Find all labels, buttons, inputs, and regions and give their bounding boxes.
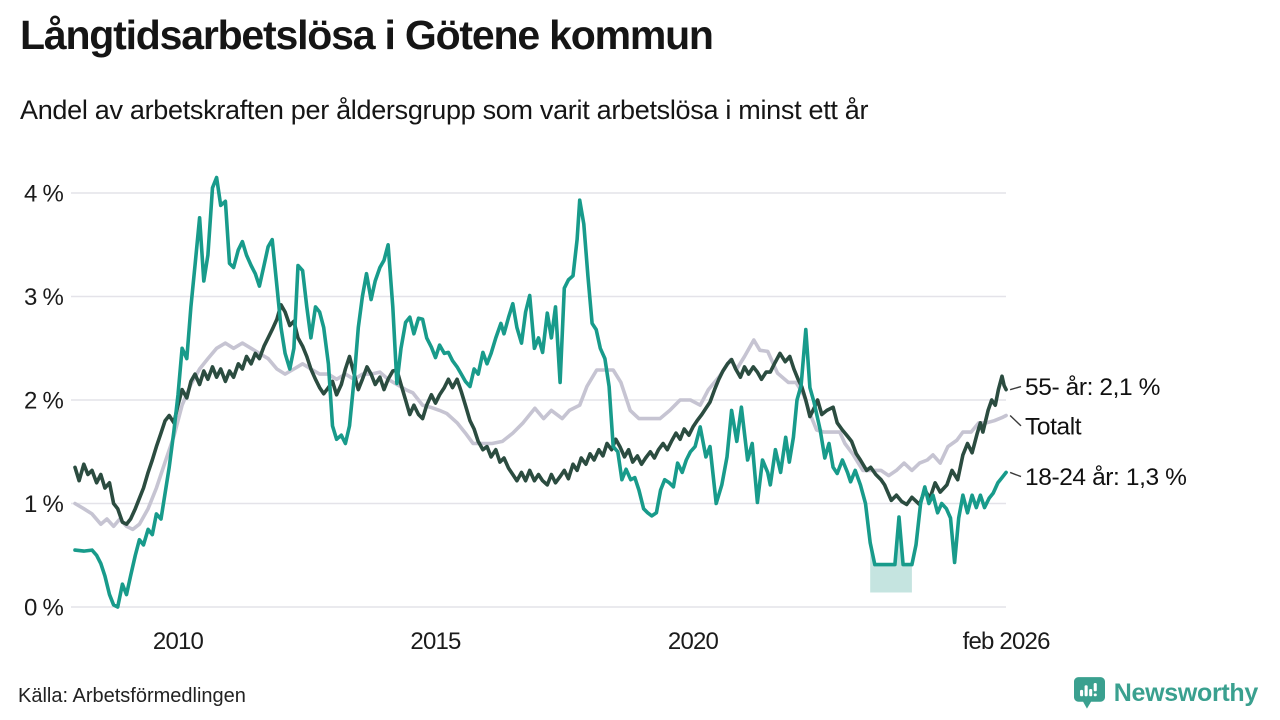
x-tick-label: 2015	[410, 628, 461, 655]
y-tick-label: 3 %	[24, 284, 63, 311]
series-line-55-ar	[73, 303, 1008, 527]
label-leader-totalt	[1009, 415, 1022, 427]
y-tick-label: 0 %	[24, 595, 63, 622]
series-end-label-55-ar: 55- år: 2,1 %	[1025, 374, 1160, 401]
x-tick-label: 2020	[668, 628, 719, 655]
y-tick-label: 4 %	[24, 181, 63, 208]
uncertainty-band	[870, 517, 912, 593]
chart-area: 0 % 1 % 2 % 3 % 4 % 2010 2015 2020 feb 2026 55- å…	[0, 150, 1280, 670]
page-subtitle: Andel av arbetskraften per åldersgrupp s…	[20, 95, 869, 125]
label-leader-55-ar	[1009, 385, 1022, 391]
page-title: Långtidsarbetslösa i Götene kommun	[20, 12, 714, 58]
y-tick-label: 2 %	[24, 388, 63, 415]
y-tick-label: 1 %	[24, 491, 63, 518]
line-chart-svg: 0 % 1 % 2 % 3 % 4 % 2010 2015 2020 feb 2026 55- å…	[24, 175, 1187, 655]
series-line-18-24-ar	[73, 175, 1008, 609]
x-tick-label: feb 2026	[963, 628, 1050, 655]
newsworthy-wordmark: Newsworthy	[1113, 679, 1259, 707]
newsworthy-speech-bubble-chart-icon	[1073, 677, 1105, 710]
x-tick-label: 2010	[153, 628, 204, 655]
source-note: Källa: Arbetsförmedlingen	[18, 685, 246, 707]
series-end-label-18-24-ar: 18-24 år: 1,3 %	[1025, 464, 1187, 491]
label-leader-18-24-ar	[1009, 471, 1022, 478]
newsworthy-logo: Newsworthy	[1073, 677, 1259, 710]
series-end-label-totalt: Totalt	[1025, 413, 1082, 440]
